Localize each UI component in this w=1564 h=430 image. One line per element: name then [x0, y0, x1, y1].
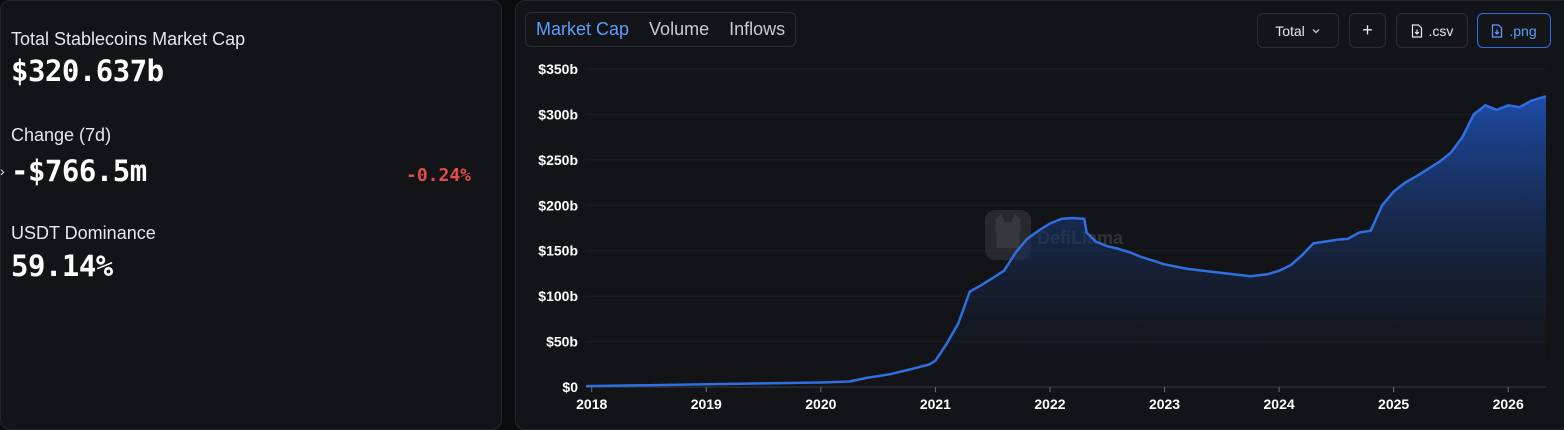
y-tick-label: $350b — [538, 61, 578, 77]
download-csv-button[interactable]: .csv — [1396, 13, 1468, 48]
expand-arrow-icon[interactable]: › — [0, 163, 5, 179]
csv-label: .csv — [1428, 22, 1454, 39]
x-tick-label: 2022 — [1034, 396, 1065, 412]
y-tick-label: $150b — [538, 243, 578, 259]
change-7d-value: -$766.5m — [11, 154, 147, 188]
x-tick-label: 2026 — [1493, 396, 1524, 412]
y-tick-label: $200b — [538, 197, 578, 213]
change-7d-label: Change (7d) — [11, 125, 112, 145]
usdt-dominance-value: 59.14% — [11, 249, 113, 283]
add-button[interactable]: + — [1349, 13, 1386, 48]
dropdown-label: Total — [1275, 22, 1305, 39]
x-axis: 2018 2019 2020 2021 2022 2023 2024 2025 2026 — [576, 387, 1524, 412]
y-tick-label: $250b — [538, 152, 578, 168]
chevron-down-icon — [1312, 28, 1320, 33]
change-7d-percent: -0.24% — [406, 165, 472, 186]
y-tick-label: $0 — [562, 379, 578, 395]
plus-icon: + — [1362, 20, 1373, 40]
x-tick-label: 2018 — [576, 396, 607, 412]
total-mcap-value: $320.637b — [11, 54, 164, 88]
market-cap-chart[interactable]: DefiLlama $0$50b$100b$150b$200b$250b$300… — [515, 0, 1564, 422]
chart-tabs: Market Cap Volume Inflows — [525, 12, 797, 47]
x-tick-label: 2023 — [1149, 396, 1180, 412]
market-cap-area — [586, 96, 1546, 388]
download-png-button[interactable]: .png — [1477, 13, 1551, 48]
y-axis: $0 $50b $100b $150b $200b $250b $300b $350b — [538, 61, 578, 395]
llama-logo-icon — [995, 214, 1021, 248]
usdt-dominance-label: USDT Dominance — [11, 223, 156, 243]
market-cap-line[interactable] — [585, 95, 1547, 388]
x-tick-label: 2024 — [1264, 396, 1295, 412]
x-tick-label: 2020 — [805, 396, 836, 412]
total-dropdown[interactable]: Total — [1257, 13, 1339, 48]
x-tick-label: 2021 — [920, 396, 951, 412]
y-tick-label: $100b — [538, 288, 578, 304]
y-tick-label: $50b — [546, 334, 578, 350]
download-file-icon — [1411, 23, 1422, 38]
tab-market-cap[interactable]: Market Cap — [536, 19, 630, 39]
stats-panel — [0, 0, 502, 430]
x-tick-label: 2019 — [691, 396, 722, 412]
png-label: .png — [1509, 22, 1537, 39]
x-tick-label: 2025 — [1378, 396, 1409, 412]
tab-inflows[interactable]: Inflows — [729, 19, 786, 39]
total-mcap-label: Total Stablecoins Market Cap — [11, 29, 246, 49]
tab-volume[interactable]: Volume — [649, 19, 710, 39]
y-tick-label: $300b — [538, 106, 578, 122]
download-file-icon — [1492, 23, 1503, 38]
